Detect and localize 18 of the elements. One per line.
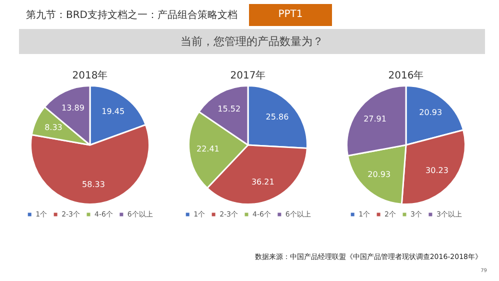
data-label: 22.41 [196, 144, 220, 154]
data-label: 30.23 [426, 166, 448, 175]
chart-title: 2017年 [230, 70, 266, 82]
data-label: 20.93 [368, 170, 391, 180]
data-label: 20.93 [419, 108, 442, 118]
text: 第九节：BRD支持文档之一：产品组合策略文档 [26, 8, 238, 22]
chart-title: 2018年 [72, 70, 108, 82]
chart-title: 2016年 [388, 70, 424, 82]
text: 当前，您管理的产品数量为？ [19, 29, 485, 54]
data-label: 58.33 [82, 180, 105, 190]
data-label: 25.86 [266, 112, 289, 122]
text: PPT1 [249, 4, 332, 26]
data-label: 8.33 [44, 123, 62, 132]
data-label: 13.89 [62, 104, 84, 113]
data-label: 27.91 [364, 114, 386, 124]
data-label: 36.21 [251, 178, 274, 187]
data-label: 15.52 [218, 104, 241, 114]
data-label: 19.45 [102, 107, 125, 116]
